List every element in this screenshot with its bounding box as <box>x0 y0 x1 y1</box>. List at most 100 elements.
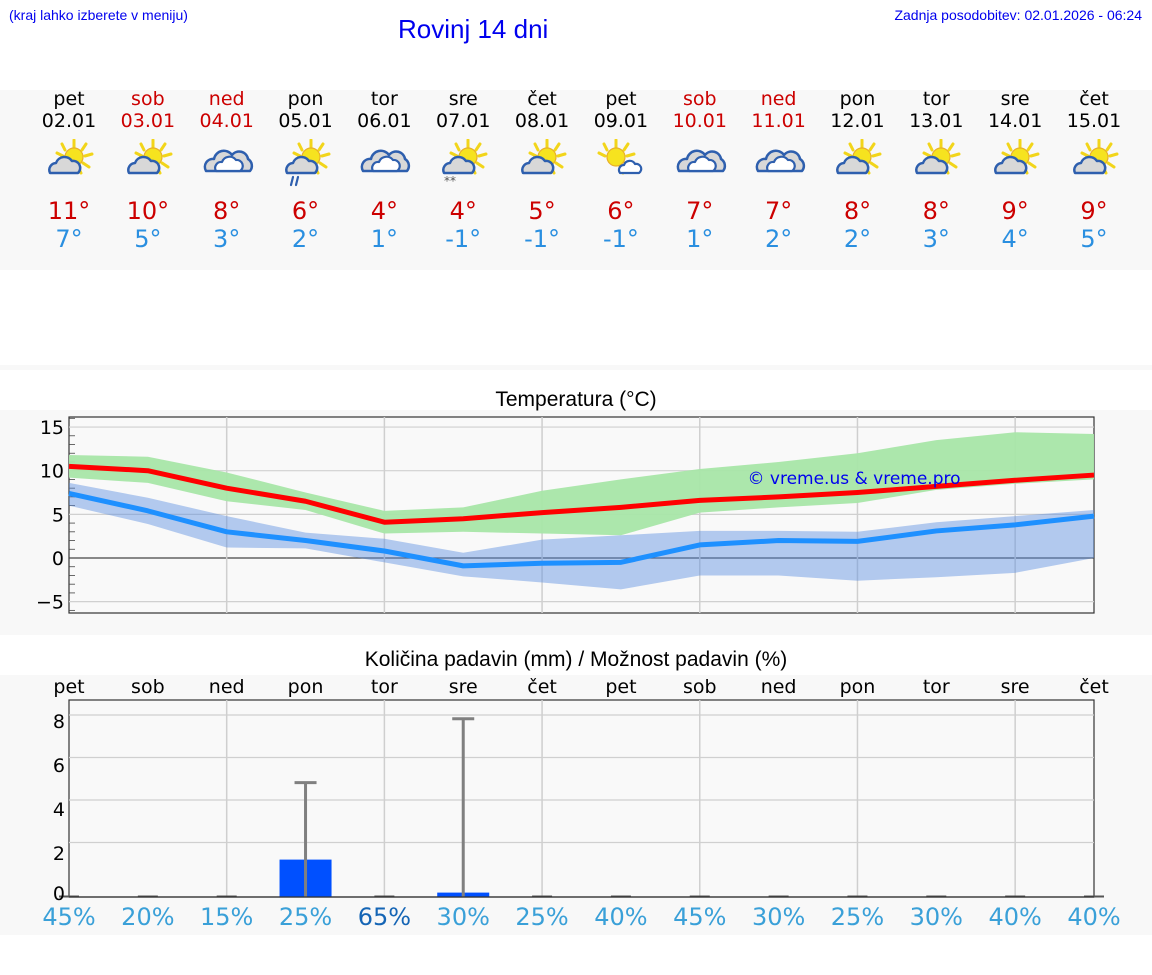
day-column: pon 05.01 6° 2° <box>266 88 346 253</box>
day-name: pet <box>53 88 85 110</box>
max-temperature: 8° <box>922 197 950 225</box>
precipitation-probability: 45% <box>673 903 727 931</box>
min-temperature: 1° <box>370 225 399 253</box>
weather-icon-slot <box>502 133 582 195</box>
partly-cloudy-icon <box>48 139 94 175</box>
precipitation-probability: 20% <box>121 903 175 931</box>
weather-icon-slot <box>1054 133 1134 195</box>
day-date: 05.01 <box>278 110 333 132</box>
day-column: sre 14.01 9° 4° <box>975 88 1055 253</box>
cloudy-icon <box>676 149 726 173</box>
partly-cloudy-snow-icon: ** <box>442 139 488 188</box>
weather-icon-slot <box>29 133 109 195</box>
precipitation-day-label: pet <box>605 676 637 698</box>
weather-icon-slot <box>581 133 661 195</box>
tmin-range-band <box>69 482 1094 590</box>
precipitation-chart-title: Količina padavin (mm) / Možnost padavin … <box>364 648 788 671</box>
divider-band <box>0 365 1152 370</box>
y-tick-label: 6 <box>53 755 65 777</box>
daily-forecast: pet 02.01 11° 7° sob 03.01 10° 5° ned 04.01 8° 3° po… <box>0 88 1152 268</box>
y-tick-label: 0 <box>53 883 65 905</box>
precipitation-day-label: tor <box>370 676 398 698</box>
day-date: 09.01 <box>593 110 649 132</box>
day-name: ned <box>208 88 245 110</box>
y-tick-label: 5 <box>52 504 64 526</box>
min-temperature: 2° <box>764 225 793 253</box>
max-temperature: 11° <box>47 197 91 225</box>
day-name: sre <box>1000 88 1030 110</box>
day-date: 10.01 <box>672 110 727 132</box>
tmax-range-band <box>69 432 1094 536</box>
svg-text:**: ** <box>444 174 456 188</box>
day-date: 13.01 <box>909 110 964 132</box>
min-temperature: -1° <box>524 225 561 253</box>
precipitation-day-label: pon <box>287 676 324 698</box>
day-column: sre 07.01 ** 4° -1° <box>423 88 503 253</box>
precipitation-probability: 30% <box>909 903 963 931</box>
day-date: 12.01 <box>830 110 885 132</box>
mostly-sunny-icon <box>597 139 643 175</box>
watermark: © vreme.us & vreme.pro <box>747 469 960 489</box>
cloudy-icon <box>755 149 805 173</box>
precipitation-probability: 25% <box>830 903 885 931</box>
y-tick-label: 8 <box>53 711 65 733</box>
precipitation-probability: 40% <box>594 903 648 931</box>
partly-cloudy-icon <box>521 139 567 175</box>
precipitation-day-label: sob <box>682 676 717 698</box>
min-temperature: 2° <box>291 225 320 253</box>
max-temperature: 4° <box>370 197 399 225</box>
day-date: 03.01 <box>120 110 176 132</box>
max-temperature: 9° <box>1080 197 1108 225</box>
tmax-line <box>68 463 1095 525</box>
day-name: sob <box>131 88 165 110</box>
cloudy-icon <box>361 149 411 173</box>
weather-icon-slot <box>896 133 976 195</box>
day-date: 14.01 <box>987 110 1043 132</box>
min-temperature: 4° <box>1001 225 1029 253</box>
day-date: 08.01 <box>514 110 570 132</box>
day-column: pet 02.01 11° 7° <box>29 88 109 253</box>
cloudy-icon <box>203 149 253 173</box>
day-name: tor <box>922 88 950 110</box>
precipitation-max-whisker <box>294 781 317 897</box>
day-column: ned 04.01 8° 3° <box>187 88 267 253</box>
precipitation-day-label: sob <box>131 676 165 698</box>
precipitation-probability: 40% <box>1067 903 1121 931</box>
partly-cloudy-icon <box>1073 139 1119 175</box>
weather-icon-slot <box>108 133 188 195</box>
precipitation-day-label: pet <box>53 676 85 698</box>
y-tick-label: 15 <box>40 417 64 439</box>
day-name: pon <box>287 88 324 110</box>
max-temperature: 8° <box>213 197 241 225</box>
day-date: 11.01 <box>751 110 806 132</box>
day-date: 07.01 <box>436 110 491 132</box>
day-name: čet <box>527 88 557 110</box>
day-column: sob 10.01 7° 1° <box>660 88 740 253</box>
precipitation-day-label: ned <box>760 676 797 698</box>
y-tick-label: 10 <box>40 461 64 483</box>
max-temperature: 9° <box>1001 197 1029 225</box>
precipitation-chart: 8 6 4 2 0 <box>53 699 1104 905</box>
precipitation-probability: 65% <box>357 903 412 931</box>
daily-forecast-band <box>0 90 1152 270</box>
precipitation-max-whisker <box>452 717 475 897</box>
min-temperature: -1° <box>445 225 482 253</box>
day-column: čet 15.01 9° 5° <box>1054 88 1134 253</box>
day-name: pet <box>605 88 637 110</box>
precipitation-probability: 15% <box>200 903 254 931</box>
day-column: ned 11.01 7° 2° <box>739 88 819 253</box>
day-column: sob 03.01 10° 5° <box>108 88 188 253</box>
day-column: tor 06.01 4° 1° <box>344 88 424 253</box>
y-tick-label: 4 <box>53 799 65 821</box>
day-name: čet <box>1079 88 1109 110</box>
day-date: 06.01 <box>357 110 412 132</box>
min-temperature: -1° <box>602 225 639 253</box>
temperature-chart: 15 10 5 0 −5 © vreme.us & vreme.pro <box>36 416 1095 614</box>
day-name: sre <box>448 88 478 110</box>
partly-cloudy-icon <box>126 139 173 175</box>
min-temperature: 5° <box>1080 225 1108 253</box>
temperature-chart-title: Temperatura (°C) <box>495 388 657 411</box>
precipitation-day-label: sre <box>448 676 478 698</box>
max-temperature: 10° <box>126 197 170 225</box>
partly-cloudy-icon <box>836 139 882 175</box>
